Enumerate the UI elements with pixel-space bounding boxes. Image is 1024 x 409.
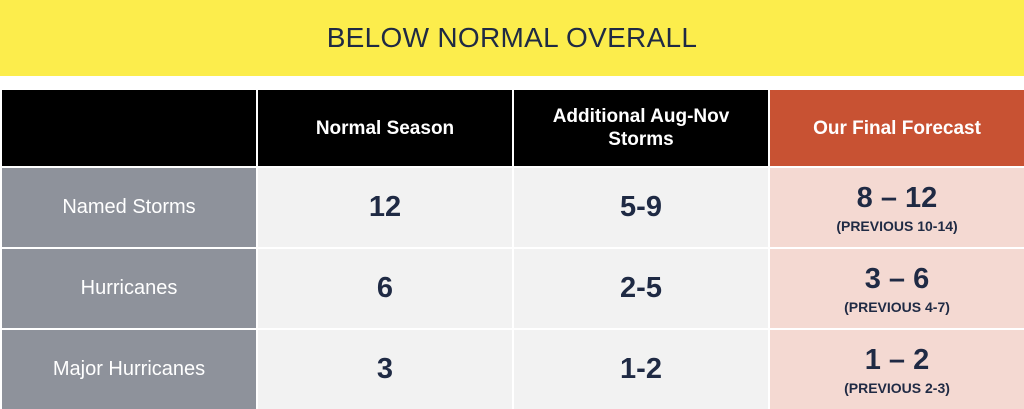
additional-storms-value: 2-5 [512,247,770,330]
final-forecast-value: 3 – 6 [864,262,930,295]
header-corner [0,88,258,168]
additional-storms-value: 5-9 [512,166,770,249]
header-additional-storms: Additional Aug-Nov Storms [512,88,770,168]
previous-forecast-note: (PREVIOUS 10-14) [836,217,958,234]
previous-forecast-note: (PREVIOUS 4-7) [844,298,950,315]
table-row-major-hurricanes: Major Hurricanes 3 1-2 1 – 2 (PREVIOUS 2… [0,328,1024,409]
additional-storms-value: 1-2 [512,328,770,409]
final-forecast-value: 1 – 2 [864,343,930,376]
previous-forecast-note: (PREVIOUS 2-3) [844,379,950,396]
header-final-forecast: Our Final Forecast [768,88,1024,168]
final-forecast-value: 8 – 12 [856,181,938,214]
normal-season-value: 6 [256,247,514,330]
summary-banner: BELOW NORMAL OVERALL [0,0,1024,76]
normal-season-value: 3 [256,328,514,409]
header-row: Normal Season Additional Aug-Nov Storms … [0,88,1024,168]
table-row-hurricanes: Hurricanes 6 2-5 3 – 6 (PREVIOUS 4-7) [0,247,1024,330]
row-label: Hurricanes [0,247,258,330]
normal-season-value: 12 [256,166,514,249]
table-row-named-storms: Named Storms 12 5-9 8 – 12 (PREVIOUS 10-… [0,166,1024,249]
row-label: Named Storms [0,166,258,249]
final-forecast-cell: 8 – 12 (PREVIOUS 10-14) [768,166,1024,249]
final-forecast-cell: 1 – 2 (PREVIOUS 2-3) [768,328,1024,409]
banner-title: BELOW NORMAL OVERALL [326,22,698,53]
row-label: Major Hurricanes [0,328,258,409]
forecast-table: Normal Season Additional Aug-Nov Storms … [0,88,1024,409]
final-forecast-cell: 3 – 6 (PREVIOUS 4-7) [768,247,1024,330]
header-normal-season: Normal Season [256,88,514,168]
